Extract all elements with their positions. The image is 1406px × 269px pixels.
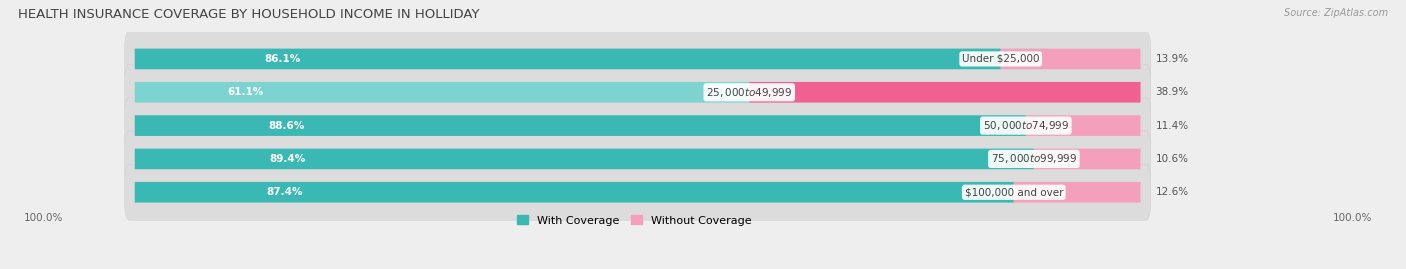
FancyBboxPatch shape: [125, 31, 1150, 87]
Text: HEALTH INSURANCE COVERAGE BY HOUSEHOLD INCOME IN HOLLIDAY: HEALTH INSURANCE COVERAGE BY HOUSEHOLD I…: [18, 8, 479, 21]
FancyBboxPatch shape: [135, 148, 1033, 169]
Text: $75,000 to $99,999: $75,000 to $99,999: [991, 153, 1077, 165]
Text: 61.1%: 61.1%: [226, 87, 263, 97]
FancyBboxPatch shape: [1033, 148, 1140, 169]
FancyBboxPatch shape: [125, 131, 1150, 187]
FancyBboxPatch shape: [135, 82, 749, 102]
Text: 100.0%: 100.0%: [1333, 213, 1372, 223]
Text: $50,000 to $74,999: $50,000 to $74,999: [983, 119, 1069, 132]
Text: 11.4%: 11.4%: [1156, 121, 1188, 130]
Text: 87.4%: 87.4%: [267, 187, 304, 197]
FancyBboxPatch shape: [135, 49, 1001, 69]
FancyBboxPatch shape: [749, 82, 1140, 102]
FancyBboxPatch shape: [135, 182, 1014, 203]
Legend: With Coverage, Without Coverage: With Coverage, Without Coverage: [513, 211, 755, 230]
Text: 13.9%: 13.9%: [1156, 54, 1188, 64]
FancyBboxPatch shape: [1014, 182, 1140, 203]
Text: 10.6%: 10.6%: [1156, 154, 1188, 164]
Text: 89.4%: 89.4%: [270, 154, 307, 164]
FancyBboxPatch shape: [125, 164, 1150, 220]
Text: $100,000 and over: $100,000 and over: [965, 187, 1063, 197]
Text: Under $25,000: Under $25,000: [962, 54, 1039, 64]
FancyBboxPatch shape: [125, 98, 1150, 154]
Text: 12.6%: 12.6%: [1156, 187, 1188, 197]
FancyBboxPatch shape: [125, 64, 1150, 120]
Text: 38.9%: 38.9%: [1156, 87, 1188, 97]
Text: 86.1%: 86.1%: [264, 54, 301, 64]
FancyBboxPatch shape: [1001, 49, 1140, 69]
Text: 100.0%: 100.0%: [24, 213, 63, 223]
FancyBboxPatch shape: [1026, 115, 1140, 136]
Text: Source: ZipAtlas.com: Source: ZipAtlas.com: [1284, 8, 1388, 18]
Text: 88.6%: 88.6%: [269, 121, 305, 130]
FancyBboxPatch shape: [135, 115, 1026, 136]
Text: $25,000 to $49,999: $25,000 to $49,999: [706, 86, 793, 99]
